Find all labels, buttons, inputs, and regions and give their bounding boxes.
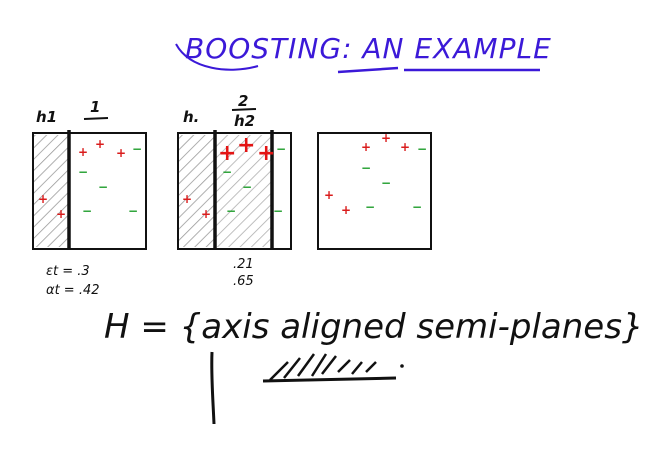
- box-2: h. 2 h2 + + + + + − − − − − .21 .65: [177, 92, 292, 289]
- box-2-round-label: 2: [238, 92, 248, 110]
- b3-minus-5: −: [412, 200, 422, 214]
- b3-plus-1: +: [361, 140, 371, 154]
- b3-plus-5: +: [341, 203, 351, 217]
- box-2-round-underline: [231, 108, 257, 111]
- box-3-frame: [317, 132, 432, 250]
- box-1-shaded-region: [33, 135, 69, 247]
- box-1-hypothesis-label: h1: [36, 108, 57, 126]
- b3-minus-1: −: [417, 142, 427, 156]
- b2-plus-1: +: [182, 192, 192, 206]
- box-2-alpha: .65: [233, 274, 254, 289]
- box-2-shaded-middle: [215, 135, 271, 247]
- sketch-hatch-strokes: [269, 353, 377, 381]
- hypothesis-class-text: H = {axis aligned semi-planes}: [104, 307, 644, 347]
- b2-plus-big-1: +: [218, 141, 236, 166]
- sketch-baseline: [262, 376, 397, 383]
- box-1-epsilon: εt = .3: [46, 264, 90, 279]
- b2-minus-5: −: [273, 204, 283, 218]
- b1-minus-2: −: [78, 165, 88, 179]
- b1-minus-1: −: [132, 142, 142, 156]
- box-3: + + + + + − − − − −: [317, 131, 432, 250]
- b1-minus-4: −: [82, 204, 92, 218]
- title-stroke: [175, 43, 259, 71]
- box-1-frame: [32, 132, 147, 250]
- b1-plus-1: +: [78, 145, 88, 159]
- slide-title: BOOSTING: AN EXAMPLE: [185, 32, 552, 65]
- box-1-round-underline: [83, 117, 109, 120]
- b1-minus-3: −: [98, 180, 108, 194]
- b1-plus-2: +: [95, 137, 105, 151]
- b1-plus-5: +: [56, 207, 66, 221]
- b3-plus-2: +: [381, 131, 391, 145]
- title-underline-an: [337, 66, 399, 74]
- box-2-hypothesis-label: h.: [183, 108, 199, 126]
- b3-minus-4: −: [365, 200, 375, 214]
- b2-plus-big-2: +: [237, 133, 255, 158]
- b2-plus-2: +: [201, 207, 211, 221]
- b2-minus-4: −: [226, 204, 236, 218]
- b2-minus-1: −: [276, 142, 286, 156]
- b2-plus-big-3: +: [257, 141, 275, 166]
- b3-plus-3: +: [400, 140, 410, 154]
- box-1: h1 1 + + + + + − − − − − εt = .3 αt = .4…: [32, 98, 147, 298]
- box-2-h2-label: h2: [234, 112, 255, 130]
- sketch-dot: [400, 364, 404, 368]
- b1-minus-5: −: [128, 204, 138, 218]
- box-2-epsilon: .21: [233, 257, 254, 272]
- sketch-vertical-stroke: [210, 351, 216, 425]
- b3-plus-4: +: [324, 188, 334, 202]
- b1-plus-4: +: [38, 192, 48, 206]
- b3-minus-2: −: [361, 161, 371, 175]
- box-2-shaded-left: [179, 135, 215, 247]
- b2-minus-2: −: [222, 165, 232, 179]
- box-1-round-label: 1: [90, 98, 100, 116]
- b3-minus-3: −: [381, 176, 391, 190]
- b2-minus-3: −: [242, 180, 252, 194]
- box-1-alpha: αt = .42: [46, 283, 100, 298]
- b1-plus-3: +: [116, 146, 126, 160]
- box-2-frame: [177, 132, 292, 250]
